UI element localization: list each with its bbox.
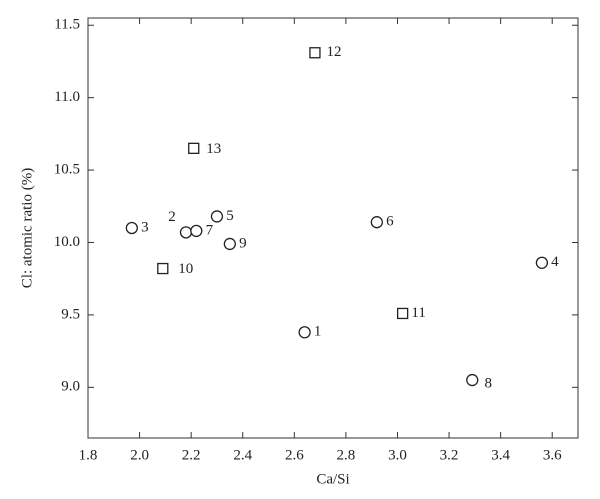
point	[188, 142, 200, 154]
y-tick-label: 10.0	[54, 234, 80, 250]
point	[298, 326, 311, 339]
point	[466, 373, 479, 387]
point-label: 2	[168, 209, 176, 225]
point-label: 5	[226, 208, 234, 224]
y-tick-label: 11.0	[54, 89, 80, 105]
y-axis-label: Cl: atomic ratio (%)	[19, 168, 35, 288]
y-tick-label: 9.0	[61, 379, 80, 395]
point-label: 1	[314, 324, 322, 340]
x-tick-label: 3.0	[388, 447, 407, 463]
point	[535, 256, 549, 269]
x-tick-label: 2.8	[337, 447, 356, 463]
point-label: 7	[206, 222, 214, 238]
y-tick-label: 9.5	[61, 306, 80, 322]
x-tick-label: 3.4	[491, 447, 510, 463]
y-tick-label: 10.5	[54, 162, 80, 178]
point-label: 6	[386, 214, 394, 230]
point	[396, 307, 409, 320]
point-label: 3	[141, 219, 149, 235]
point	[179, 226, 193, 239]
point-label: 12	[326, 44, 341, 60]
point-label: 9	[239, 235, 247, 251]
point-label: 13	[206, 141, 221, 157]
x-tick-label: 3.6	[543, 447, 562, 463]
point	[370, 216, 383, 229]
x-tick-label: 2.0	[130, 447, 149, 463]
x-tick-label: 2.2	[182, 447, 201, 463]
point-label: 10	[178, 261, 193, 277]
point	[190, 224, 203, 238]
point-label: 8	[485, 376, 493, 392]
y-tick-label: 11.5	[54, 17, 80, 33]
point	[157, 262, 169, 275]
x-tick-label: 1.8	[79, 447, 98, 463]
x-axis-label: Ca/Si	[316, 471, 349, 487]
point-label: 11	[411, 305, 425, 321]
point	[309, 47, 321, 59]
point-label: 4	[551, 254, 559, 270]
point	[223, 237, 236, 251]
plot-frame	[87, 17, 579, 439]
x-tick-label: 2.6	[285, 447, 304, 463]
point	[210, 210, 224, 223]
x-tick-label: 2.4	[233, 447, 252, 463]
point	[125, 221, 138, 235]
x-tick-label: 3.2	[440, 447, 459, 463]
